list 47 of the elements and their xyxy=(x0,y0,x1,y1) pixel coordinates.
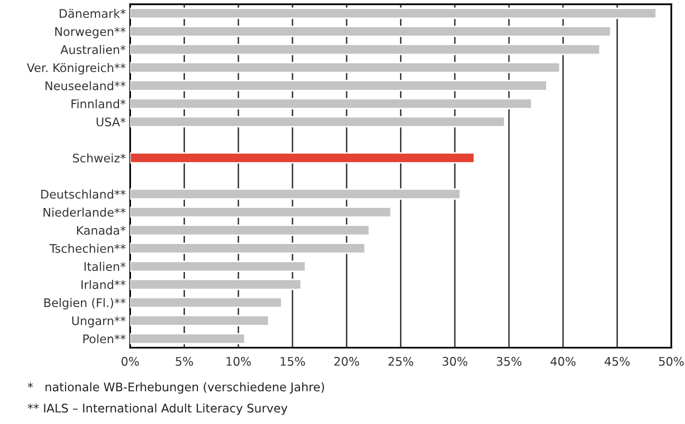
bar xyxy=(130,98,532,110)
y-tick-label: Dänemark* xyxy=(60,8,126,18)
x-tick-label: 35% xyxy=(496,356,522,366)
x-tick-label: 45% xyxy=(604,356,630,366)
bar xyxy=(130,188,461,200)
x-tick-label: 25% xyxy=(388,356,414,366)
y-tick-label: Italien* xyxy=(84,262,126,271)
y-tick-label: Belgien (Fl.)** xyxy=(44,298,126,310)
x-tick-label: 10% xyxy=(226,356,251,366)
y-tick-label: Finnland* xyxy=(72,99,126,108)
bar xyxy=(130,296,282,308)
bar xyxy=(130,62,561,74)
bar xyxy=(130,80,548,92)
x-tick-label: 30% xyxy=(442,356,468,366)
bar xyxy=(130,116,506,128)
y-tick-label: Niederlande** xyxy=(44,208,126,217)
y-tick-label: Deutschland** xyxy=(41,190,126,199)
y-tick-label: Australien* xyxy=(60,44,126,54)
x-tick-label: 0% xyxy=(122,356,139,366)
bar xyxy=(130,314,270,326)
y-tick-label: Irland** xyxy=(82,280,126,290)
x-tick-label: 15% xyxy=(280,356,305,366)
y-tick-label: Norwegen** xyxy=(55,27,126,38)
y-tick-label: USA* xyxy=(96,117,126,126)
bar xyxy=(130,44,601,56)
y-tick-label: Ungarn** xyxy=(72,316,126,328)
x-tick-label: 20% xyxy=(334,356,360,366)
bar xyxy=(130,152,476,164)
x-tick-label: 5% xyxy=(176,356,193,366)
bar xyxy=(130,8,657,19)
y-tick-label: Ver. Königreich** xyxy=(26,63,126,74)
x-tick-label: 50% xyxy=(659,356,684,366)
bar xyxy=(130,332,246,344)
text: ** IALS – International Adult Literacy Survey xyxy=(28,403,288,415)
y-tick-label: Tschechien** xyxy=(49,244,126,253)
bar xyxy=(130,206,392,218)
y-tick-label: Schweiz* xyxy=(72,153,126,163)
bar xyxy=(130,260,306,272)
y-tick-label: Polen** xyxy=(83,334,126,344)
y-tick-label: Neuseeland** xyxy=(46,81,126,90)
bar xyxy=(130,224,370,236)
text: * nationale WB-Erhebungen (verschiedene Jahre) xyxy=(28,382,324,394)
bar xyxy=(130,278,302,290)
bar xyxy=(130,26,612,38)
bar xyxy=(130,242,366,254)
x-tick-label: 40% xyxy=(550,356,576,366)
y-tick-label: Kanada* xyxy=(77,226,126,235)
